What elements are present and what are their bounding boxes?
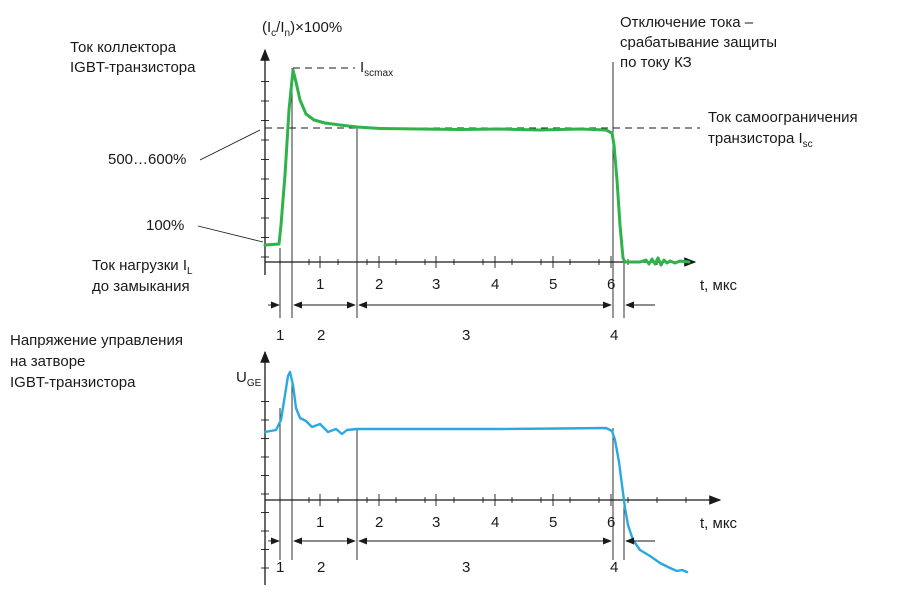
top-phase-1: 1 — [276, 327, 284, 344]
gate-voltage-curve — [263, 370, 689, 574]
top-phase-3: 3 — [462, 327, 470, 344]
level-100-label: 100% — [146, 217, 184, 234]
top-x-tick-label: 1 — [316, 276, 324, 293]
bottom-x-tick-label: 4 — [491, 514, 499, 531]
bottom-x-tick-label: 3 — [432, 514, 440, 531]
uge-label: UGE — [236, 369, 262, 389]
bottom-phase-3: 3 — [462, 559, 470, 576]
collector-title-line2: IGBT-транзистора — [70, 59, 196, 76]
top-x-tick-label: 5 — [549, 276, 557, 293]
load-label-line2: до замыкания — [92, 278, 190, 295]
top-x-tick-label: 3 — [432, 276, 440, 293]
top-x-tick-label: 2 — [375, 276, 383, 293]
bottom-x-unit: t, мкс — [700, 515, 738, 532]
gate-voltage-chart: 1 2 3 4 5 6 1 2 3 4 t, мкс Напряжение управле… — [10, 332, 738, 585]
top-phase-2: 2 — [317, 327, 325, 344]
bottom-phase-1: 1 — [276, 559, 284, 576]
bottom-x-tick-label: 2 — [375, 514, 383, 531]
level-500-label: 500…600% — [108, 151, 186, 168]
iscmax-label: Iscmax — [360, 59, 393, 79]
gate-title-line1: Напряжение управления — [10, 332, 183, 349]
bottom-y-ticks — [261, 401, 269, 569]
top-x-tick-label: 4 — [491, 276, 499, 293]
cutoff-label-line2: срабатывание защиты — [620, 34, 777, 51]
selflimit-label-line2: транзистора Isc — [708, 130, 813, 150]
bottom-x-tick-label: 6 — [607, 514, 615, 531]
level-500-leader — [199, 129, 261, 161]
top-phase-4: 4 — [610, 327, 618, 344]
top-x-ticks: 1 2 3 4 5 6 — [279, 256, 687, 293]
bottom-phase-4: 4 — [610, 559, 618, 576]
gate-title-line2: на затворе — [10, 353, 85, 370]
selflimit-label-line1: Ток самоограничения — [708, 109, 858, 126]
cutoff-label-line3: по току КЗ — [620, 54, 692, 71]
top-x-unit: t, мкс — [700, 277, 738, 294]
top-x-tick-label: 6 — [607, 276, 615, 293]
top-y-ticks — [261, 81, 269, 258]
cutoff-label-line1: Отключение тока – — [620, 14, 754, 31]
bottom-x-tick-label: 5 — [549, 514, 557, 531]
bottom-x-ticks: 1 2 3 4 5 6 — [279, 494, 687, 531]
gate-title-line3: IGBT-транзистора — [10, 374, 136, 391]
collector-current-chart: 1 2 3 4 5 6 1 2 3 4 t, мкс (Ic/In)×100% Ток к… — [70, 14, 858, 344]
bottom-x-tick-label: 1 — [316, 514, 324, 531]
collector-title-line1: Ток коллектора — [70, 39, 177, 56]
bottom-phase-2: 2 — [317, 559, 325, 576]
level-100-leader — [197, 225, 264, 243]
collector-current-curve — [263, 68, 691, 267]
top-y-axis-label: (Ic/In)×100% — [262, 19, 342, 39]
load-label-line1: Ток нагрузки IL — [92, 257, 193, 277]
